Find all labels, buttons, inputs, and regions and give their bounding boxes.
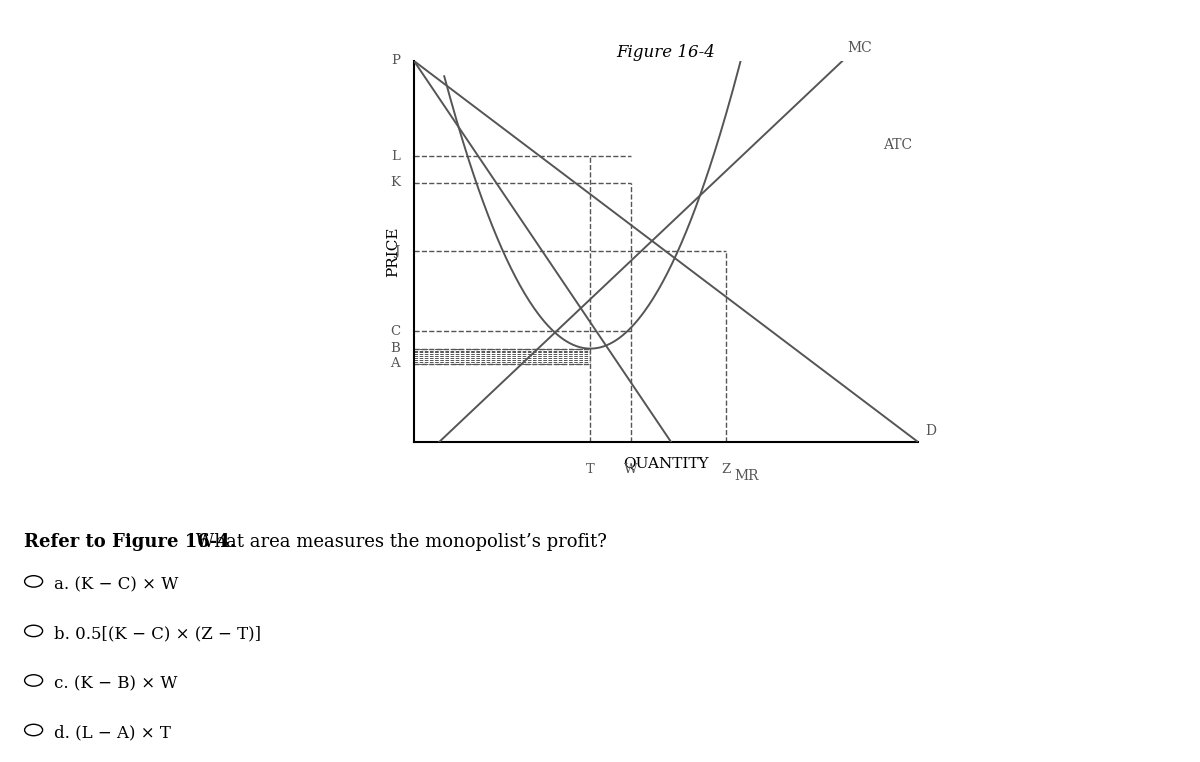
Text: c. (K − B) × W: c. (K − B) × W [54, 675, 178, 692]
Text: Refer to Figure 16-4.: Refer to Figure 16-4. [24, 533, 236, 552]
Text: B: B [390, 342, 400, 355]
Text: b. 0.5[(K − C) × (Z − T)]: b. 0.5[(K − C) × (Z − T)] [54, 626, 262, 642]
Text: W: W [624, 463, 637, 476]
Text: D: D [925, 424, 936, 438]
Text: a. (K − C) × W: a. (K − C) × W [54, 576, 179, 593]
Text: Z: Z [722, 463, 731, 476]
Text: ATC: ATC [883, 138, 912, 152]
Text: MR: MR [734, 469, 758, 482]
Y-axis label: PRICE: PRICE [386, 226, 400, 277]
X-axis label: QUANTITY: QUANTITY [623, 456, 709, 470]
Text: MC: MC [847, 41, 872, 56]
Text: Figure 16-4: Figure 16-4 [617, 44, 715, 61]
Text: C: C [390, 325, 400, 338]
Text: T: T [586, 463, 595, 476]
Text: K: K [390, 176, 400, 190]
Text: L: L [391, 149, 400, 163]
Text: d. (L − A) × T: d. (L − A) × T [54, 725, 170, 741]
Text: J: J [395, 245, 400, 258]
Text: A: A [390, 357, 400, 370]
Text: P: P [391, 54, 400, 68]
Text: What area measures the monopolist’s profit?: What area measures the monopolist’s prof… [190, 533, 606, 552]
